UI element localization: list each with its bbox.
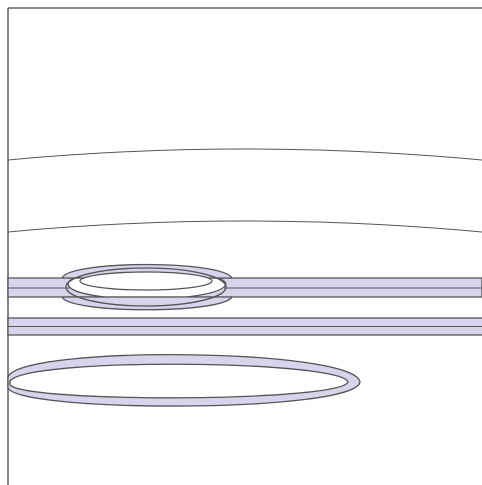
thin-arc-line-lower	[7, 220, 482, 233]
thin-arc-line-upper	[7, 148, 482, 161]
oval-ring-fill	[7, 354, 361, 407]
ring-outer-edge	[65, 267, 227, 307]
ring-inner-hole	[79, 271, 213, 291]
ring-outer-bulge-lower	[60, 296, 234, 311]
